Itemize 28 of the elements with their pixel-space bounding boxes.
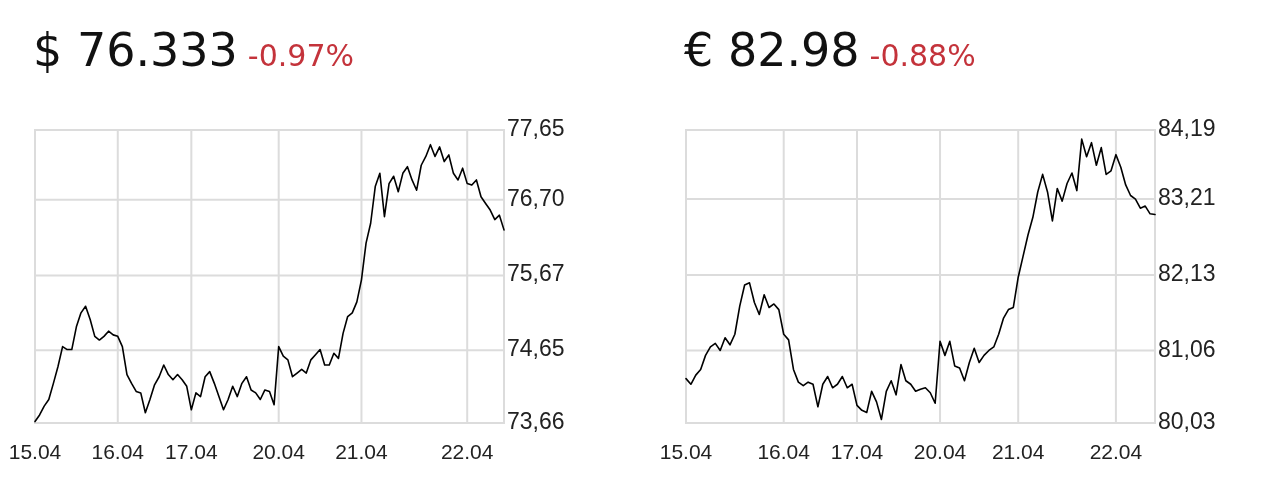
x-tick-label: 17.04: [830, 440, 884, 463]
chart-subtitle: -0.88%: [869, 38, 976, 73]
y-tick-label: 74,65: [507, 335, 565, 362]
y-tick-label: 73,66: [507, 408, 565, 435]
y-tick-label: 83,21: [1158, 184, 1216, 211]
x-tick-label: 22.04: [1089, 440, 1143, 463]
chart-title: € 82.98: [684, 23, 860, 77]
line-series: [685, 138, 1156, 421]
line-series: [34, 143, 505, 423]
x-tick-label: 21.04: [991, 440, 1045, 463]
y-tick-label: 77,65: [507, 115, 565, 142]
y-tick-label: 82,13: [1158, 260, 1216, 287]
x-tick-label: 20.04: [252, 440, 306, 463]
y-tick-label: 81,06: [1158, 335, 1216, 362]
chart-title: $ 76.333: [33, 23, 238, 77]
x-tick-label: 16.04: [757, 440, 811, 463]
y-tick-label: 75,67: [507, 260, 565, 287]
chart-subtitle: -0.97%: [247, 38, 354, 73]
y-tick-label: 80,03: [1158, 408, 1216, 435]
x-tick-label: 17.04: [165, 440, 218, 463]
x-tick-label: 16.04: [91, 440, 145, 463]
y-tick-label: 84,19: [1158, 115, 1216, 142]
x-tick-label: 20.04: [913, 440, 967, 463]
x-tick-label: 21.04: [335, 440, 389, 463]
x-tick-label: 15.04: [8, 440, 62, 463]
x-tick-label: 15.04: [659, 440, 713, 463]
x-tick-label: 22.04: [440, 440, 494, 463]
y-tick-label: 76,70: [507, 184, 565, 211]
